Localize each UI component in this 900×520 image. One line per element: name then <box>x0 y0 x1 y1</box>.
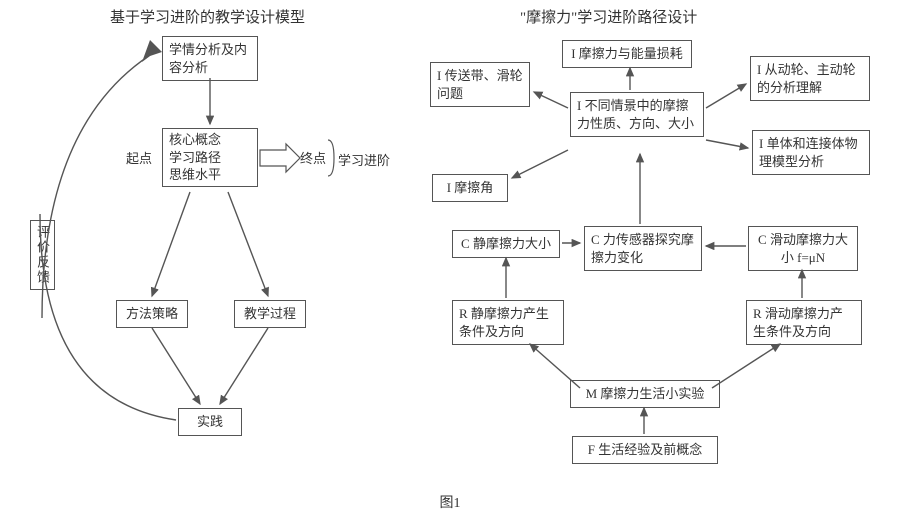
center-top-text: 核心概念 <box>169 131 251 149</box>
i-energy-box: I 摩擦力与能量损耗 <box>562 40 692 68</box>
i-context-box: I 不同情景中的摩擦力性质、方向、大小 <box>570 92 704 137</box>
m-exp-box: M 摩擦力生活小实验 <box>570 380 720 408</box>
center-bot-text: 思维水平 <box>169 166 251 184</box>
feedback-box: 评价反馈 <box>30 220 55 290</box>
f-base-box: F 生活经验及前概念 <box>572 436 718 464</box>
i-model-box: I 单体和连接体物理模型分析 <box>752 130 870 175</box>
r-static-box: R 静摩擦力产生条件及方向 <box>452 300 564 345</box>
i-conveyor-box: I 传送带、滑轮问题 <box>430 62 530 107</box>
i-wheel-box: I 从动轮、主动轮的分析理解 <box>750 56 870 101</box>
c-sliding-box: C 滑动摩擦力大小 f=μN <box>748 226 858 271</box>
progress-label: 学习进阶 <box>338 152 390 170</box>
end-label: 终点 <box>300 150 326 168</box>
left-top-box: 学情分析及内容分析 <box>162 36 258 81</box>
i-angle-box: I 摩擦角 <box>432 174 508 202</box>
left-center-box: 核心概念 学习路径 思维水平 <box>162 128 258 187</box>
right-diagram-title: "摩擦力"学习进阶路径设计 <box>520 8 697 28</box>
left-practice-box: 实践 <box>178 408 242 436</box>
start-label: 起点 <box>126 150 152 168</box>
figure-caption: 图1 <box>0 492 900 512</box>
left-methods-box: 方法策略 <box>116 300 188 328</box>
r-sliding-box: R 滑动摩擦力产生条件及方向 <box>746 300 862 345</box>
c-sensor-box: C 力传感器探究摩擦力变化 <box>584 226 702 271</box>
c-static-box: C 静摩擦力大小 <box>452 230 560 258</box>
left-process-box: 教学过程 <box>234 300 306 328</box>
left-diagram-title: 基于学习进阶的教学设计模型 <box>110 8 305 28</box>
center-mid-text: 学习路径 <box>169 149 251 167</box>
